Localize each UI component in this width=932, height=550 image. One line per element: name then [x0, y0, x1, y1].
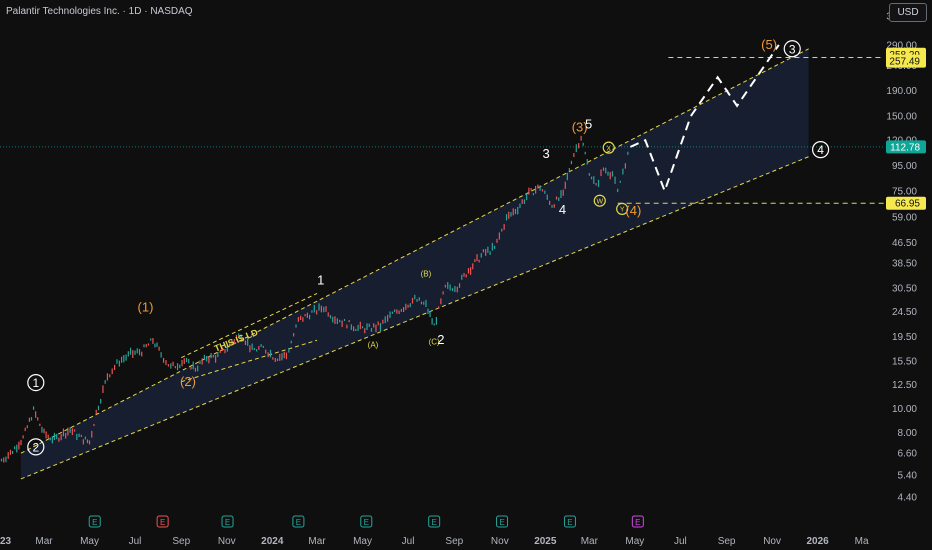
price-badge-257-49-bg — [886, 54, 926, 68]
price-badge-257-49: 257.49 — [889, 57, 920, 68]
y-tick-label: 30.50 — [892, 284, 917, 295]
x-tick-label: May — [80, 536, 99, 547]
y-tick-label: 75.00 — [892, 186, 917, 197]
wave-label-circle — [811, 141, 830, 159]
wave-label: 1 — [317, 273, 324, 288]
earnings-marker-label: E — [225, 518, 230, 527]
x-tick-label: Jul — [129, 536, 142, 547]
x-tick-label: Mar — [581, 536, 599, 547]
channel-line-lower — [20, 156, 809, 480]
wave-label-circle — [783, 40, 801, 58]
y-tick-label: 15.50 — [892, 357, 917, 368]
wave-label-circle — [27, 373, 45, 392]
wave-label: 2 — [437, 332, 444, 347]
wave-label-circle — [27, 438, 45, 456]
wave-label: 2 — [32, 440, 39, 454]
price-badge-66-95-bg — [886, 196, 926, 210]
x-tick-label: Nov — [763, 536, 781, 547]
y-tick-label: 4.40 — [898, 492, 918, 503]
time-axis-bg — [0, 510, 932, 550]
earnings-marker-label: E — [92, 518, 97, 527]
ld-channel-line-lower — [181, 339, 318, 383]
y-tick-label: 46.50 — [892, 238, 917, 249]
wave-label: 3 — [542, 146, 549, 161]
y-tick-label: 38.50 — [892, 258, 917, 269]
price-badge-current-bg — [886, 140, 926, 154]
wave-label: (4) — [625, 203, 641, 218]
x-tick-label: 2026 — [806, 536, 829, 547]
price-badge-66-95: 66.95 — [895, 199, 920, 210]
earnings-marker — [88, 515, 101, 528]
wave-label: (A) — [368, 340, 379, 349]
earnings-marker-label: E — [160, 518, 165, 527]
wave-label: (2) — [180, 374, 196, 389]
x-tick-label: May — [625, 536, 644, 547]
earnings-marker — [360, 515, 373, 528]
wave-label: X — [606, 145, 611, 152]
y-tick-label: 290.00 — [886, 40, 917, 51]
earnings-marker — [428, 515, 441, 528]
earnings-marker-label: E — [296, 518, 301, 527]
earnings-marker — [631, 515, 644, 528]
y-tick-label: 10.00 — [892, 404, 917, 415]
wave-label: (3) — [572, 120, 588, 135]
channel-fill — [20, 48, 809, 479]
y-tick-label: 5.40 — [898, 470, 918, 481]
y-tick-label: 24.50 — [892, 307, 917, 318]
earnings-marker-label: E — [431, 518, 436, 527]
wave-label-circle — [616, 202, 629, 216]
x-tick-label: Nov — [491, 536, 509, 547]
y-tick-label: 8.00 — [898, 428, 918, 439]
channel-line-upper — [20, 48, 809, 454]
x-tick-label: Jul — [402, 536, 415, 547]
wave-label: 4 — [559, 202, 566, 217]
y-tick-label: 95.00 — [892, 161, 917, 172]
earnings-marker-label: E — [364, 518, 369, 527]
earnings-marker-label: E — [499, 518, 504, 527]
wave-label: (5) — [761, 37, 777, 52]
earnings-marker-label: E — [567, 518, 572, 527]
forecast-path — [629, 44, 780, 194]
x-tick-label: Ma — [855, 536, 869, 547]
wave-label: 5 — [585, 116, 592, 131]
y-tick-label: 19.50 — [892, 332, 917, 343]
price-scale-bg — [884, 0, 932, 550]
x-tick-label: Mar — [35, 536, 53, 547]
wave-label-circle — [602, 141, 615, 154]
x-tick-label: Mar — [308, 536, 326, 547]
wave-label-circle — [593, 194, 606, 207]
earnings-marker — [496, 515, 509, 528]
wave-label: 3 — [789, 42, 796, 56]
x-tick-label: Nov — [218, 536, 236, 547]
earnings-marker — [292, 515, 305, 528]
chart-title: Palantir Technologies Inc. · 1D · NASDAQ — [6, 6, 193, 17]
x-tick-label: 2025 — [534, 536, 557, 547]
x-tick-label: Jul — [674, 536, 687, 547]
earnings-marker — [221, 515, 234, 528]
wave-label: (B) — [421, 269, 432, 278]
y-tick-label: 12.50 — [892, 380, 917, 391]
y-tick-label: 59.00 — [892, 212, 917, 223]
wave-label: 1 — [32, 376, 39, 390]
wave-label: W — [596, 199, 603, 206]
y-tick-label: 190.00 — [886, 86, 917, 97]
x-tick-label: 2024 — [261, 536, 284, 547]
x-tick-label: 2023 — [0, 536, 12, 547]
price-badge-current: 112.78 — [890, 142, 920, 153]
earnings-marker — [563, 515, 576, 528]
x-tick-label: Sep — [718, 536, 736, 547]
earnings-marker-label: E — [635, 518, 640, 527]
y-tick-label: 150.00 — [886, 112, 917, 123]
x-tick-label: May — [353, 536, 372, 547]
wave-label: (1) — [138, 300, 154, 315]
x-tick-label: Sep — [172, 536, 190, 547]
x-tick-label: Sep — [445, 536, 463, 547]
y-tick-label: 6.60 — [898, 449, 918, 460]
currency-button[interactable]: USD — [889, 3, 927, 22]
earnings-marker — [156, 515, 169, 528]
wave-label: Y — [620, 207, 625, 214]
wave-label: 4 — [817, 143, 824, 157]
wave-label: (C) — [429, 337, 440, 346]
